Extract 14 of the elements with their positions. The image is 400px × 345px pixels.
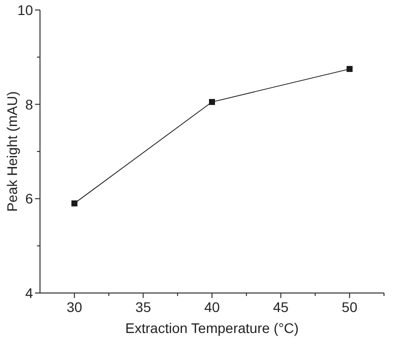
y-tick-label: 4 <box>25 285 34 301</box>
x-tick-label: 35 <box>135 299 152 315</box>
point <box>209 98 215 105</box>
y-tick-label: 8 <box>25 96 34 112</box>
point <box>346 66 353 72</box>
x-tick-label: 50 <box>342 299 358 315</box>
y-axis-title: Peak Height (mAU) <box>4 91 20 212</box>
x-tick-label: 30 <box>66 299 82 315</box>
y-tick-label: 10 <box>17 2 34 18</box>
point <box>71 200 78 206</box>
y-tick-label: 6 <box>25 190 34 207</box>
x-axis-title: Extraction Temperature (°C) <box>125 320 299 336</box>
x-tick-label: 45 <box>273 299 289 315</box>
x-tick-label: 40 <box>204 299 220 315</box>
